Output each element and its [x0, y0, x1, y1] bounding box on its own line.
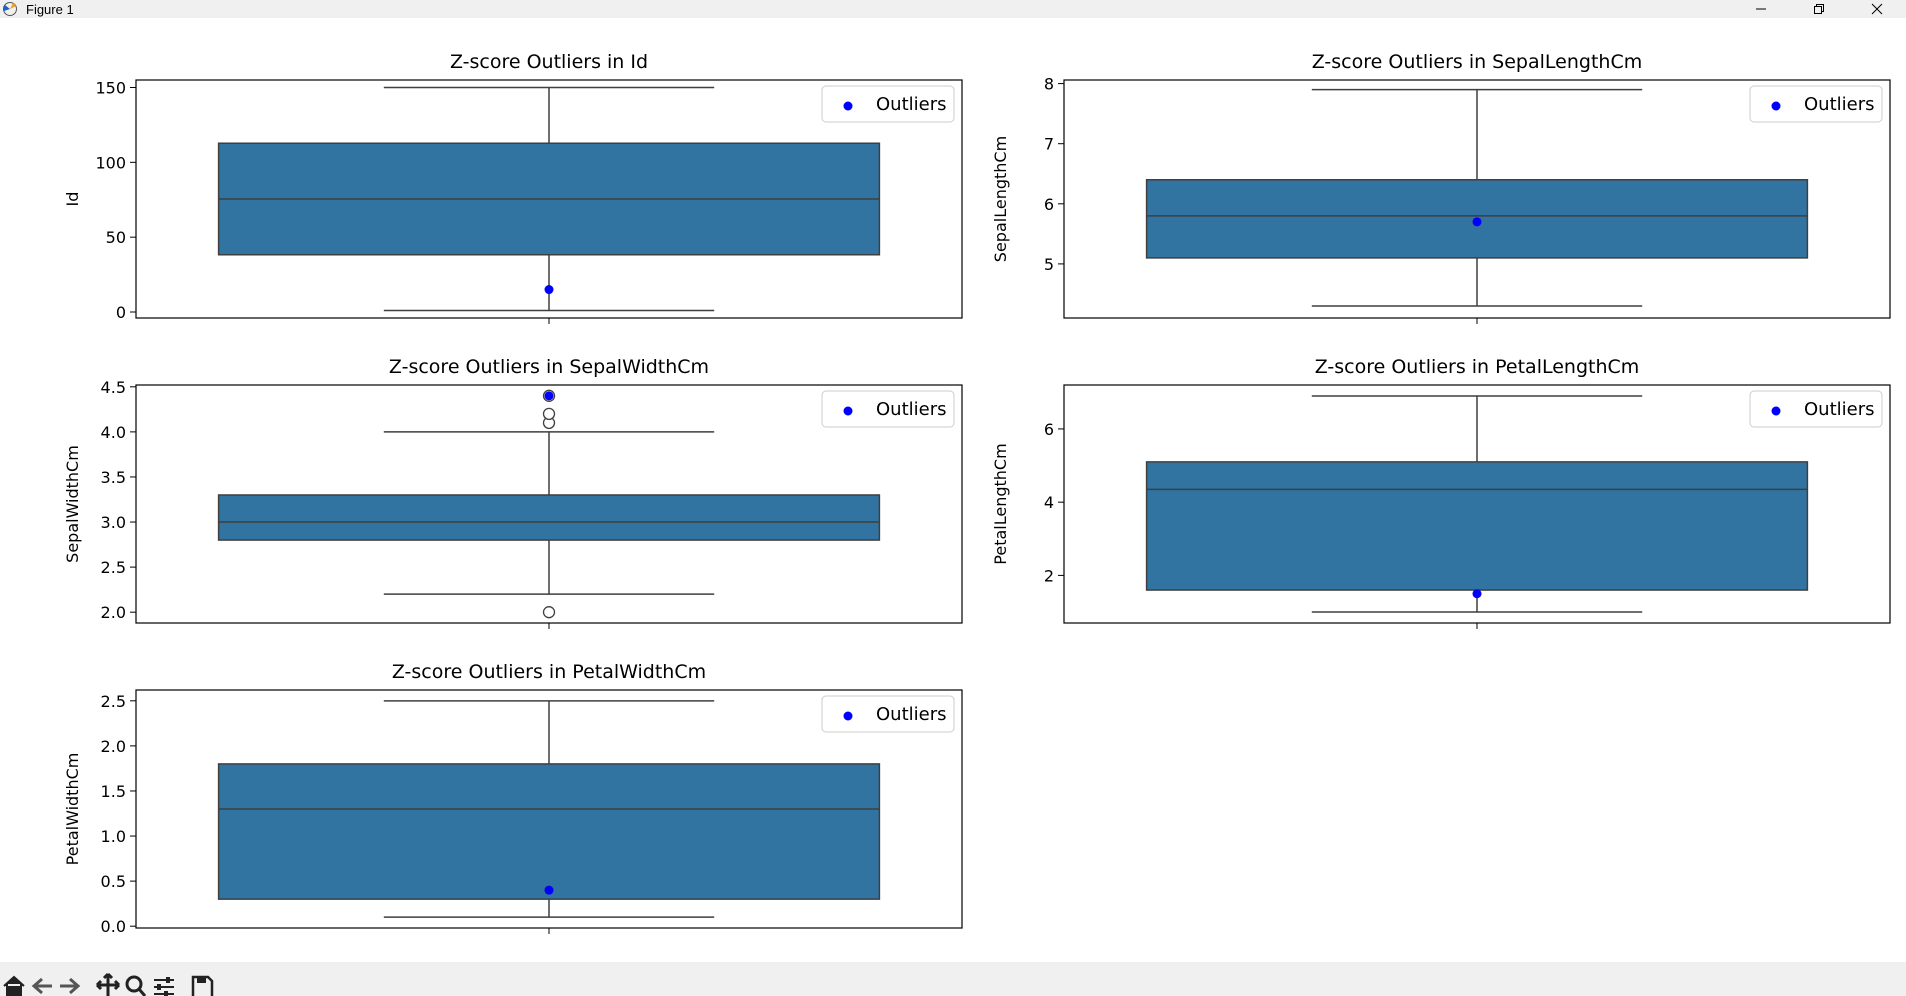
minimize-icon — [1756, 8, 1766, 10]
y-tick-label: 4 — [1044, 493, 1054, 512]
box-iqr — [217, 494, 881, 541]
y-tick-label: 7 — [1044, 135, 1054, 154]
y-tick-label: 2 — [1044, 566, 1054, 585]
configure-subplots-button[interactable] — [150, 968, 178, 996]
y-tick-label: 2.0 — [101, 603, 126, 622]
home-button[interactable] — [0, 968, 28, 996]
legend-label: Outliers — [1804, 399, 1875, 420]
pan-icon — [95, 972, 121, 996]
legend-label: Outliers — [876, 399, 947, 420]
y-tick-label: 3.5 — [101, 468, 126, 487]
y-tick-label: 2.5 — [101, 692, 126, 711]
legend-frame — [821, 390, 955, 428]
legend-label: Outliers — [876, 704, 947, 725]
axes-frame — [135, 689, 963, 929]
pan-button[interactable] — [94, 968, 122, 996]
chart-title: Z-score Outliers in PetalWidthCm — [392, 661, 706, 683]
legend: Outliers — [1749, 85, 1883, 123]
y-tick-label: 50 — [106, 228, 126, 247]
figure-canvas: Z-score Outliers in Id Id 0 50 100 150 Outlier… — [63, 51, 1891, 936]
forward-button[interactable] — [56, 968, 84, 996]
outlier-point — [544, 391, 554, 401]
restore-icon — [1814, 4, 1824, 14]
flier-point — [542, 606, 556, 619]
chart-title: Z-score Outliers in PetalLengthCm — [1315, 356, 1640, 378]
outlier-point — [1472, 589, 1482, 599]
flier-point — [542, 407, 556, 420]
legend-marker — [1771, 101, 1781, 111]
zoom-button[interactable] — [122, 968, 150, 996]
y-tick-label: 2.0 — [101, 737, 126, 756]
y-axis-label: Id — [63, 192, 82, 207]
chart-title: Z-score Outliers in Id — [450, 51, 648, 73]
y-tick-label: 4.5 — [101, 378, 126, 397]
legend-frame — [1749, 390, 1883, 428]
home-icon — [3, 975, 25, 996]
subplot-5: Z-score Outliers in PetalWidthCm PetalWid… — [63, 661, 963, 936]
y-tick-label: 2.5 — [101, 558, 126, 577]
axes-frame — [135, 79, 963, 319]
matplotlib-icon — [3, 2, 17, 16]
legend-marker — [1771, 406, 1781, 416]
window-titlebar: Figure 1 — [0, 0, 1906, 18]
y-tick-label: 100 — [95, 153, 126, 172]
back-button[interactable] — [28, 968, 56, 996]
legend: Outliers — [821, 695, 955, 733]
y-axis-label: PetalLengthCm — [991, 443, 1010, 564]
axes-frame — [1063, 384, 1891, 624]
subplot-2: Z-score Outliers in SepalLengthCm SepalLe… — [991, 51, 1891, 324]
legend: Outliers — [1749, 390, 1883, 428]
legend-label: Outliers — [876, 94, 947, 115]
y-tick-label: 0.5 — [101, 872, 126, 891]
box-iqr — [217, 763, 881, 900]
legend: Outliers — [821, 85, 955, 123]
legend-frame — [1749, 85, 1883, 123]
back-arrow-icon — [31, 977, 52, 995]
y-tick-label: 5 — [1044, 255, 1054, 274]
subplot-3: Z-score Outliers in SepalWidthCm SepalWid… — [63, 356, 963, 629]
legend-label: Outliers — [1804, 94, 1875, 115]
chart-title: Z-score Outliers in SepalLengthCm — [1312, 51, 1642, 73]
legend-marker — [843, 711, 853, 721]
y-tick-label: 6 — [1044, 195, 1054, 214]
y-axis-label: PetalWidthCm — [63, 753, 82, 866]
outlier-point — [544, 885, 554, 895]
save-button[interactable] — [188, 968, 216, 996]
legend-marker — [843, 406, 853, 416]
chart-title: Z-score Outliers in SepalWidthCm — [389, 356, 709, 378]
configure-subplots-icon — [154, 977, 174, 996]
y-tick-label: 4.0 — [101, 423, 126, 442]
y-tick-label: 3.0 — [101, 513, 126, 532]
close-icon — [1871, 3, 1883, 15]
y-axis-label: SepalLengthCm — [991, 136, 1010, 262]
y-tick-label: 1.5 — [101, 782, 126, 801]
save-icon — [191, 975, 214, 996]
y-axis-label: SepalWidthCm — [63, 445, 82, 563]
window-title: Figure 1 — [26, 1, 74, 17]
legend: Outliers — [821, 390, 955, 428]
axes-frame — [1063, 79, 1891, 319]
navigation-toolbar — [0, 962, 1906, 996]
box-iqr — [1145, 461, 1809, 591]
outlier-point — [544, 285, 554, 295]
minimize-button[interactable] — [1732, 0, 1790, 18]
y-tick-label: 6 — [1044, 420, 1054, 439]
subplot-4: Z-score Outliers in PetalLengthCm PetalLe… — [991, 356, 1891, 629]
y-tick-label: 0.0 — [101, 917, 126, 936]
restore-button[interactable] — [1790, 0, 1848, 18]
outlier-point — [1472, 217, 1482, 227]
y-tick-label: 1.0 — [101, 827, 126, 846]
subplot-1: Z-score Outliers in Id Id 0 50 100 150 Outlier… — [63, 51, 963, 324]
legend-marker — [843, 101, 853, 111]
legend-frame — [821, 695, 955, 733]
axes-frame — [135, 384, 963, 624]
forward-arrow-icon — [60, 977, 81, 995]
y-tick-label: 8 — [1044, 75, 1054, 94]
close-button[interactable] — [1848, 0, 1906, 18]
legend-frame — [821, 85, 955, 123]
y-tick-label: 0 — [116, 303, 126, 322]
zoom-icon — [125, 975, 147, 996]
y-tick-label: 150 — [95, 78, 126, 97]
